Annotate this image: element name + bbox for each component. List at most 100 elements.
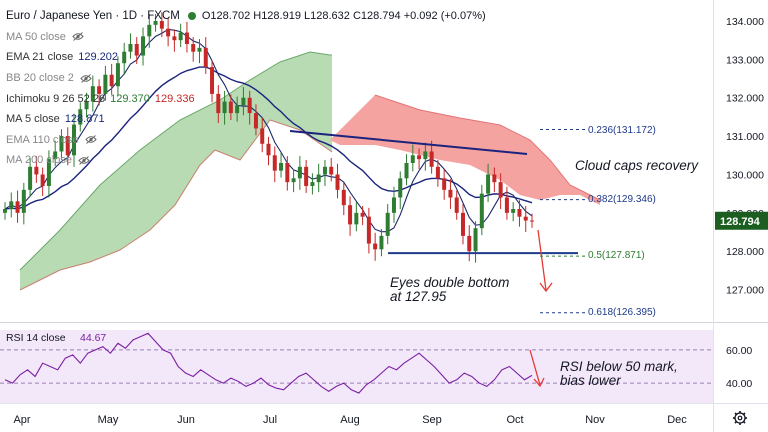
candle-body [385,212,390,236]
candle-body [216,93,221,114]
candle-body [379,235,384,250]
indicator-row[interactable]: Ichimoku 9 26 52 26 129.370 129.336 [6,88,486,109]
candle-body [28,166,33,190]
rsi-line [4,332,533,394]
candle-body [115,63,120,87]
candle-body [34,166,39,175]
candle-body [423,151,428,160]
candle-body [310,182,315,186]
price-pane[interactable] [0,0,713,322]
indicator-row[interactable]: MA 50 close [6,27,486,48]
fib-label-0618: 0.618(126.395) [588,307,656,318]
eye-off-icon[interactable] [84,135,97,145]
rsi-value: 44.67 [80,332,106,344]
bearish-arrow-head [539,282,553,293]
current-price-label: 128.794 [720,216,761,228]
candle-body [97,86,102,94]
candle-body [291,178,296,183]
candle-body [448,189,453,198]
price-tick-label: 130.000 [726,169,764,181]
candle-body [153,21,158,25]
candle-body [65,136,70,156]
candle-body [341,189,346,206]
indicator-label: Ichimoku 9 26 52 26 [6,92,106,105]
rsi-band [0,330,713,403]
candle-body [517,209,522,217]
candle-body [134,44,139,56]
candle-body [103,74,108,94]
annotation-rsi: RSI below 50 mark, [560,359,678,374]
cloud-red [330,95,600,205]
indicator-label: EMA 110 close [6,133,79,146]
indicator-value: 129.370 [110,92,150,105]
indicator-label: MA 50 close [6,30,66,43]
candle-body [429,151,434,167]
price-tick-label: 133.000 [726,54,764,66]
gear-icon[interactable] [733,411,747,425]
annotation-cloud-caps: Cloud caps recovery [575,158,699,173]
candle-body [128,44,133,52]
candle-body [304,166,309,186]
candle-body [78,109,83,125]
candle-body [360,212,365,217]
candle-body [366,216,371,244]
indicator-row[interactable]: MA 200 close [6,150,486,171]
candle-body [285,162,290,183]
indicator-label: MA 200 close [6,154,73,167]
candle-body [498,182,503,198]
candle-body [40,174,45,186]
time-tick-label: Aug [340,414,360,426]
candle-body [203,47,208,68]
ichimoku-cloud [19,51,601,291]
candle-body [159,21,164,29]
candle-body [228,101,233,114]
eye-off-icon[interactable] [78,156,90,165]
ma-5-line [4,28,533,233]
indicator-row[interactable]: BB 20 close 2 [6,68,486,89]
candle-body [147,24,152,37]
symbol-row[interactable]: Euro / Japanese Yen · 1D · FXCM O128.702… [6,6,486,27]
candle-body [272,155,277,171]
chart-legend: Euro / Japanese Yen · 1D · FXCM O128.702… [6,6,486,171]
candle-body [253,113,258,129]
candle-body [348,205,353,225]
candle-body [511,209,516,213]
candle-body [210,67,215,94]
candle-body [21,189,26,213]
price-tick-label: 128.000 [726,246,764,258]
eye-off-icon[interactable] [80,73,92,83]
symbol-title: Euro / Japanese Yen · 1D · FXCM [6,10,180,23]
candle-body [197,47,202,52]
indicator-row[interactable]: MA 5 close 128.871 [6,109,486,130]
bearish-arrow [537,229,547,291]
candle-body [391,197,396,213]
candle-body [473,228,478,252]
candle-body [247,97,252,114]
axes: 134.000133.000132.000131.000130.000129.0… [13,16,768,426]
indicator-row[interactable]: EMA 110 close [6,130,486,151]
fib-label-05: 0.5(127.871) [588,250,645,261]
price-tick-label: 132.000 [726,93,764,105]
candle-body [178,32,183,41]
indicator-row[interactable]: EMA 21 close 129.202 [6,47,486,68]
candle-body [122,51,127,64]
candle-body [241,97,246,106]
candle-body [279,162,284,171]
candle-body [9,201,14,210]
candle-body [460,212,465,236]
market-status-dot [187,12,196,21]
price-tick-label: 127.000 [726,285,764,297]
fib-label-0236: 0.236(131.172) [588,125,656,136]
candle-body [530,220,534,222]
time-tick-label: Dec [667,414,687,426]
eye-off-icon[interactable] [72,32,84,42]
candle-body [297,166,302,179]
candle-body [46,159,51,186]
candle-body [492,174,497,183]
candle-body [141,36,146,56]
candle-body [322,166,327,175]
time-tick-label: Nov [585,414,605,426]
candle-body [404,162,409,179]
time-tick-label: Oct [506,414,523,426]
